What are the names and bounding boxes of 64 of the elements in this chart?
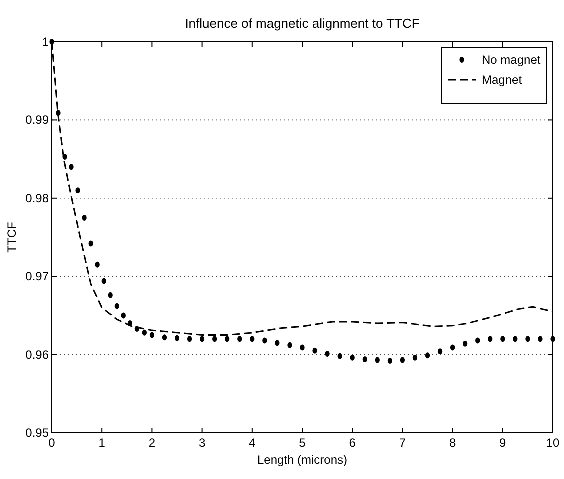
x-tick-label: 5: [299, 436, 306, 450]
point: [488, 336, 493, 342]
x-tick-label: 8: [449, 436, 456, 450]
y-tick-label: 0.99: [26, 113, 50, 128]
point: [95, 262, 100, 268]
point: [526, 336, 530, 342]
point: [463, 340, 468, 347]
point: [142, 330, 147, 336]
point: [187, 336, 192, 342]
point: [76, 188, 80, 194]
x-tick-label: 0: [48, 436, 56, 450]
point: [275, 340, 280, 346]
point: [325, 351, 330, 358]
point: [312, 348, 318, 354]
x-tick-label: 2: [148, 436, 156, 450]
x-axis-title: Length (microns): [257, 453, 348, 467]
point: [538, 336, 543, 342]
y-tick-label: 0.95: [26, 426, 50, 440]
point: [425, 352, 430, 359]
point: [121, 312, 126, 319]
point: [362, 356, 368, 362]
y-tick-label: 0.97: [26, 270, 50, 284]
y-tick-label: 0.98: [26, 191, 50, 206]
y-tick-label: 1: [42, 35, 50, 49]
point: [225, 336, 230, 342]
chart-title: Influence of magnetic alignment to TTCF: [185, 16, 420, 31]
point: [150, 332, 154, 338]
point: [88, 240, 94, 247]
point: [174, 335, 180, 342]
point: [212, 336, 218, 342]
point: [375, 357, 380, 364]
point: [338, 353, 342, 360]
point: [300, 344, 305, 351]
x-tick-label: 9: [500, 436, 507, 450]
point: [476, 338, 480, 344]
legend-label: No magnet: [482, 53, 542, 67]
point: [69, 164, 74, 170]
x-tick-label: 6: [349, 436, 356, 450]
point: [388, 358, 392, 364]
x-tick-label: 4: [249, 436, 256, 450]
point: [250, 336, 255, 342]
point: [200, 336, 205, 342]
x-tick-label: 1: [98, 436, 106, 450]
point: [412, 354, 418, 361]
point: [108, 292, 113, 298]
point: [238, 336, 242, 342]
x-tick-label: 7: [399, 436, 406, 450]
point: [350, 354, 355, 361]
point: [450, 344, 456, 351]
point: [262, 338, 268, 344]
point: [400, 357, 405, 364]
legend-label: Magnet: [482, 73, 523, 87]
x-tick-label: 3: [198, 436, 206, 450]
point: [288, 342, 292, 348]
point: [162, 334, 168, 341]
y-tick-label: 0.96: [26, 348, 50, 362]
point: [513, 336, 518, 342]
point: [114, 303, 120, 310]
point: [82, 214, 87, 221]
point: [500, 336, 506, 342]
point: [438, 348, 443, 355]
y-axis-title: TTCF: [5, 222, 19, 253]
point: [102, 278, 106, 284]
x-tick-label: 10: [546, 436, 560, 450]
